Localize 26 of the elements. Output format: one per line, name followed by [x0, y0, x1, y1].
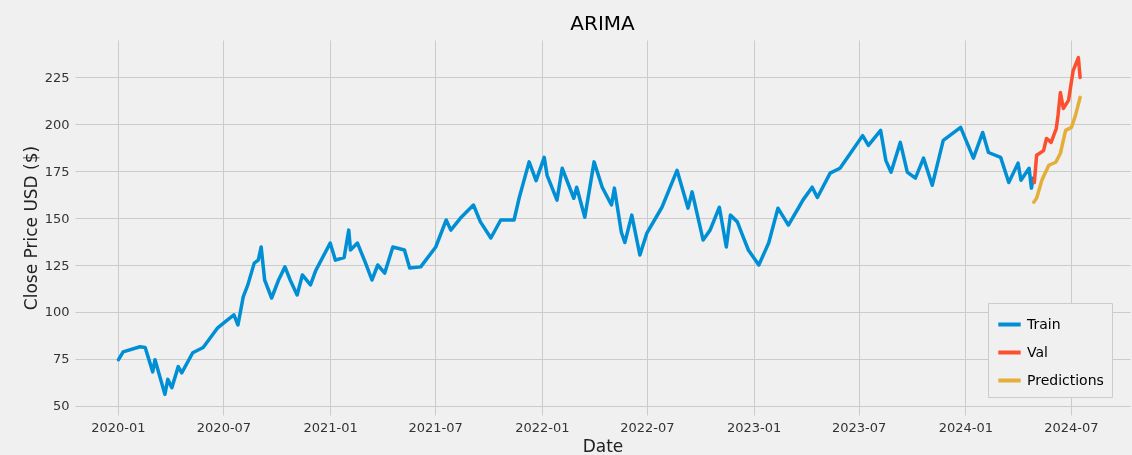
line-series	[1031, 95, 1082, 204]
y-tick-label: 225	[44, 70, 70, 85]
y-tick-label: 175	[44, 163, 70, 179]
x-axis-title: Date	[582, 435, 624, 455]
legend-label: Predictions	[1027, 371, 1104, 388]
x-tick-label: 2024-07	[1044, 419, 1099, 435]
legend-label: Val	[1027, 343, 1048, 360]
y-tick-label: 150	[44, 210, 70, 226]
x-tick-label: 2021-01	[303, 419, 358, 435]
y-tick-label: 75	[52, 351, 70, 367]
y-tick-label: 200	[44, 116, 70, 132]
y-axis-title: Close Price USD ($)	[20, 145, 41, 311]
legend-label: Train	[1026, 315, 1061, 332]
x-tick-label: 2022-01	[515, 419, 570, 435]
x-tick-label: 2023-07	[831, 419, 887, 435]
x-tick-label: 2020-07	[196, 419, 252, 435]
x-tick-label: 2021-07	[408, 419, 463, 435]
x-tick-label: 2020-01	[91, 419, 146, 435]
x-tick-label: 2022-07	[620, 419, 675, 435]
x-tick-label: 2024-01	[938, 419, 993, 435]
y-tick-label: 50	[52, 398, 70, 414]
x-tick-label: 2023-01	[726, 419, 782, 435]
y-tick-label: 100	[44, 304, 70, 320]
line-series	[1032, 55, 1082, 185]
chart-title: ARIMA	[570, 11, 636, 35]
y-tick-label: 125	[44, 257, 70, 273]
